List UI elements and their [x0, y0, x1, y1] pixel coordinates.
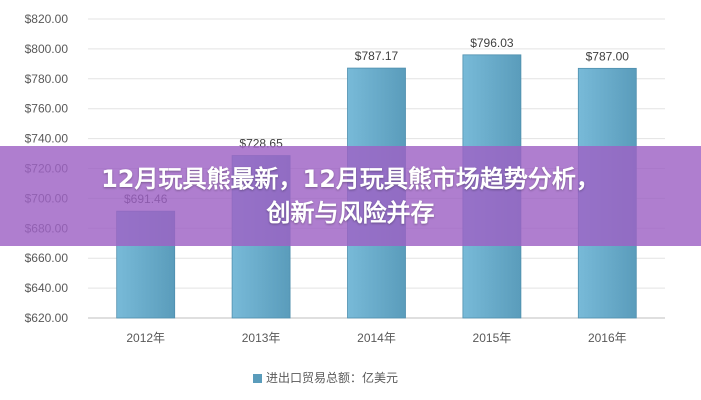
data-label: $787.17: [355, 49, 399, 63]
y-tick-label: $780.00: [25, 72, 69, 86]
x-tick-label: 2012年: [126, 331, 165, 345]
banner-title-line2: 创新与风险并存: [266, 199, 435, 227]
legend-swatch: [253, 374, 262, 383]
x-tick-label: 2013年: [242, 331, 281, 345]
y-tick-label: $820.00: [25, 12, 69, 26]
y-tick-label: $800.00: [25, 42, 69, 56]
x-tick-label: 2016年: [588, 331, 627, 345]
data-label: $796.03: [470, 36, 514, 50]
data-label: $787.00: [586, 49, 630, 63]
y-tick-label: $760.00: [25, 102, 69, 116]
y-tick-label: $740.00: [25, 132, 69, 146]
x-tick-label: 2015年: [473, 331, 512, 345]
y-tick-label: $660.00: [25, 251, 69, 265]
legend: 进出口贸易总额：亿美元: [253, 370, 398, 385]
y-tick-label: $640.00: [25, 281, 69, 295]
y-tick-label: $620.00: [25, 311, 69, 325]
x-tick-label: 2014年: [357, 331, 396, 345]
title-banner: 12月玩具熊最新，12月玩具熊市场趋势分析， 创新与风险并存: [0, 146, 701, 246]
legend-label: 进出口贸易总额：亿美元: [266, 370, 398, 385]
banner-title-line1: 12月玩具熊最新，12月玩具熊市场趋势分析，: [101, 165, 600, 193]
